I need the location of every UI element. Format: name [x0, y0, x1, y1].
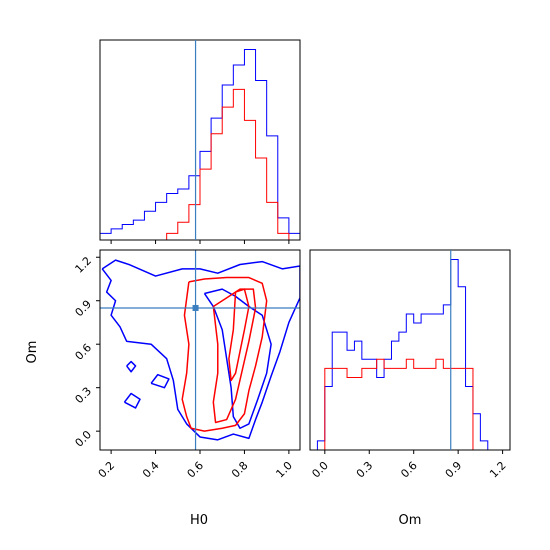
contour-y-tick-label: 0.3: [73, 385, 95, 407]
om-hist-x-tick-label: 0.9: [443, 459, 465, 481]
panel-h0-hist: [99, 39, 301, 244]
om-hist-x-tick-label: 1.2: [487, 459, 509, 481]
om-hist-x-tick-label: 0.6: [398, 459, 420, 481]
contour-x-tick-label: 0.4: [140, 459, 162, 481]
panel-h0-om-contour: 0.2 0.4 0.6 0.8 1.0 0.0 0.3 0.6 0.9 1.2: [73, 249, 301, 481]
panel-om-hist: 0.0 0.3 0.6 0.9 1.2: [309, 249, 511, 481]
contour-red: [181, 276, 268, 432]
h0-hist-series-blue-step: [99, 49, 301, 240]
h0-hist-frame: [99, 39, 301, 241]
contour-blue: [203, 288, 272, 430]
om-hist-x-tick-label: 0.3: [354, 459, 376, 481]
om-y-axis-label: Om: [25, 341, 40, 364]
contour-y-tick-label: 0.0: [73, 428, 95, 450]
contour-y-tick-label: 0.6: [73, 341, 95, 363]
contour-x-tick-label: 0.2: [96, 459, 118, 481]
contour-blue: [101, 259, 300, 441]
h0-axis-label: H0: [190, 513, 208, 528]
om-hist-series-blue-step: [316, 259, 489, 450]
om-hist-x-tick-label: 0.0: [309, 459, 331, 481]
om-hist-series-red-step: [317, 358, 488, 451]
truth-marker: [192, 304, 199, 311]
contour-blue: [150, 373, 170, 389]
om-axis-label: Om: [399, 513, 422, 528]
contour-red: [228, 288, 250, 382]
contour-x-tick-label: 0.6: [185, 459, 207, 481]
contour-x-tick-label: 1.0: [273, 459, 295, 481]
contour-y-tick-label: 0.9: [73, 298, 95, 320]
om-hist-frame: [309, 249, 511, 451]
contour-blue: [123, 392, 141, 409]
contour-y-tick-label: 1.2: [73, 254, 95, 276]
contour-lines: [101, 259, 300, 441]
contour-x-tick-label: 0.8: [229, 459, 251, 481]
contour-blue: [126, 360, 137, 373]
